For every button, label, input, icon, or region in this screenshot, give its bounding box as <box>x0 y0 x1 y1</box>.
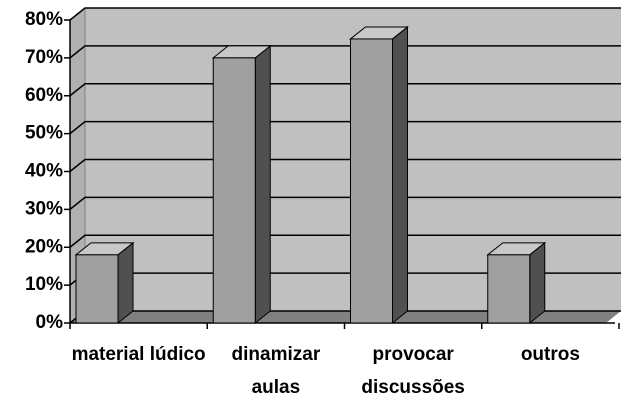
bar <box>487 254 531 324</box>
grid-line <box>69 7 621 21</box>
bar-side <box>529 241 546 325</box>
grid-line <box>69 196 621 210</box>
y-tick-label: 10% <box>25 274 63 295</box>
bar <box>75 254 119 324</box>
y-tick-label: 60% <box>25 85 63 106</box>
y-tick-label: 0% <box>36 312 64 333</box>
grid-line <box>69 158 621 173</box>
x-tick-label: material lúdico <box>71 344 206 365</box>
grid-line <box>69 83 621 97</box>
grid-line <box>69 45 621 59</box>
y-tick-label: 70% <box>25 47 63 68</box>
bar <box>212 57 256 324</box>
y-tick-label: 20% <box>25 236 63 257</box>
bar <box>350 38 393 324</box>
y-tick-label: 30% <box>25 198 63 219</box>
x-tick-label: outros <box>520 344 580 365</box>
y-tick-label: 50% <box>25 123 63 144</box>
bar-side <box>392 25 408 325</box>
floor <box>70 311 621 323</box>
x-tick-label: dinamizar aulas <box>231 344 321 398</box>
y-tick-label: 40% <box>25 161 63 182</box>
grid-line <box>69 120 621 135</box>
bar-side <box>254 44 271 325</box>
grid-line <box>69 234 621 248</box>
y-tick-label: 80% <box>25 9 63 30</box>
bar-side <box>117 241 134 325</box>
x-tick-label: provocar discussões <box>361 344 465 398</box>
